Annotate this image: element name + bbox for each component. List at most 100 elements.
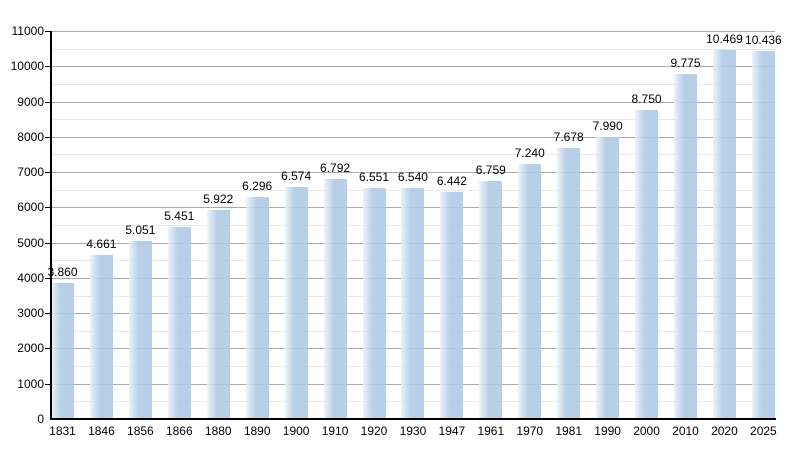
bar: [674, 74, 697, 419]
x-tick-label: 1900: [282, 424, 310, 438]
y-tick-label: 1000: [17, 376, 44, 391]
y-tick-mark: [45, 31, 50, 32]
bar-slot: 3.860 1831: [47, 31, 77, 438]
bar-value-label: 7.990: [592, 119, 623, 134]
bar: [635, 110, 659, 419]
bar-slot: 6.759 1961: [476, 31, 506, 438]
bar: [440, 191, 464, 419]
x-axis-line: [50, 418, 776, 420]
bar-slot: 5.922 1880: [203, 31, 233, 438]
bar: [245, 196, 269, 419]
bar-slot: 9.775 2010: [670, 31, 700, 438]
y-tick-mark: [45, 66, 50, 68]
x-tick-label: 1890: [243, 424, 271, 438]
x-tick-label: 1880: [204, 424, 232, 438]
y-tick-label: 7000: [17, 165, 44, 180]
x-tick-label: 1856: [127, 424, 154, 438]
plot-area: 3.860 1831 4.661 1846 5.051 1856 5.451 1866 5.92…: [47, 31, 782, 438]
bar-value-label: 6.551: [358, 169, 390, 184]
bar-value-label: 10.436: [745, 32, 782, 47]
x-tick-label: 1910: [321, 424, 349, 438]
gridline-major: [51, 172, 775, 174]
y-tick-mark: [45, 207, 50, 209]
bar: [128, 240, 152, 419]
bar-value-label: 6.574: [281, 169, 312, 184]
y-tick-label: 11000: [11, 24, 44, 38]
bar: [323, 179, 347, 419]
bar-slot: 6.551 1920: [359, 31, 389, 438]
bar-slot: 7.990 1990: [593, 31, 623, 438]
y-tick-mark: [45, 101, 50, 103]
x-tick-label: 1920: [360, 424, 388, 438]
bar-value-label: 6.296: [242, 178, 273, 193]
bar-value-label: 5.051: [125, 222, 156, 237]
gridline-minor: [51, 154, 775, 156]
y-tick-label: 3000: [17, 306, 44, 321]
x-tick-label: 2000: [633, 424, 660, 438]
bar-slot: 4.661 1846: [86, 31, 116, 438]
bar: [596, 137, 620, 419]
bar-slot: 10.469 2020: [706, 31, 743, 438]
x-tick-label: 1947: [438, 424, 466, 438]
gridline-minor: [51, 119, 775, 121]
y-tick-mark: [45, 277, 50, 279]
bar-value-label: 8.750: [631, 92, 662, 107]
bar: [479, 180, 503, 419]
y-tick-label: 2000: [17, 341, 44, 356]
y-tick-label: 8000: [17, 129, 44, 144]
bar-value-label: 5.922: [203, 192, 234, 207]
bar-value-label: 6.442: [436, 173, 467, 188]
bar-value-label: 3.860: [47, 264, 78, 279]
x-tick-label: 1866: [165, 424, 193, 438]
bar: [206, 210, 230, 419]
x-tick-label: 1981: [555, 424, 583, 438]
bar-value-label: 4.661: [86, 236, 117, 251]
y-tick-mark: [45, 348, 50, 350]
x-tick-label: 1930: [399, 424, 427, 438]
gridline-major: [51, 66, 775, 68]
y-tick-label: 5000: [17, 235, 44, 250]
y-tick-label: 9000: [17, 94, 44, 109]
bar: [51, 282, 74, 419]
bar: [362, 187, 386, 419]
bar: [284, 187, 308, 419]
y-tick-label: 6000: [17, 200, 44, 215]
bar-slot: 6.574 1900: [281, 31, 311, 438]
gridline-major: [51, 136, 775, 138]
y-tick-mark: [45, 383, 50, 385]
bar-value-label: 6.540: [397, 170, 428, 185]
y-axis-line: [50, 31, 52, 419]
x-tick-label: 1990: [594, 424, 621, 438]
bar-slot: 5.051 1856: [125, 31, 155, 438]
bar: [518, 163, 542, 419]
y-tick-mark: [45, 313, 50, 315]
bar-slot: 10.436 2025: [745, 31, 782, 438]
bar-slot: 7.240 1970: [515, 31, 545, 438]
x-tick-label: 1961: [477, 424, 505, 438]
y-tick-mark: [45, 136, 50, 138]
y-tick-mark: [45, 242, 50, 244]
x-tick-label: 2025: [750, 424, 777, 438]
x-tick-label: 1846: [88, 424, 115, 438]
y-tick-label: 0: [37, 412, 44, 426]
bar-value-label: 6.759: [475, 162, 506, 177]
gridline-major: [51, 101, 775, 103]
bar-value-label: 7.240: [514, 145, 545, 160]
gridline-minor: [51, 83, 775, 85]
bar: [401, 188, 425, 419]
bar-value-label: 6.792: [320, 161, 351, 176]
bar: [89, 254, 113, 419]
bar-slot: 6.540 1930: [398, 31, 428, 438]
x-tick-label: 1831: [49, 424, 76, 438]
gridline-major: [51, 31, 775, 32]
bar-slot: 6.296 1890: [242, 31, 272, 438]
bar-slot: 8.750 2000: [632, 31, 662, 438]
bar-slot: 6.792 1910: [320, 31, 350, 438]
bar: [167, 226, 191, 419]
bar: [751, 50, 775, 419]
y-tick-mark: [45, 172, 50, 174]
bar-value-label: 10.469: [706, 31, 743, 46]
y-tick-label: 4000: [17, 270, 44, 285]
x-tick-label: 2020: [711, 424, 738, 438]
